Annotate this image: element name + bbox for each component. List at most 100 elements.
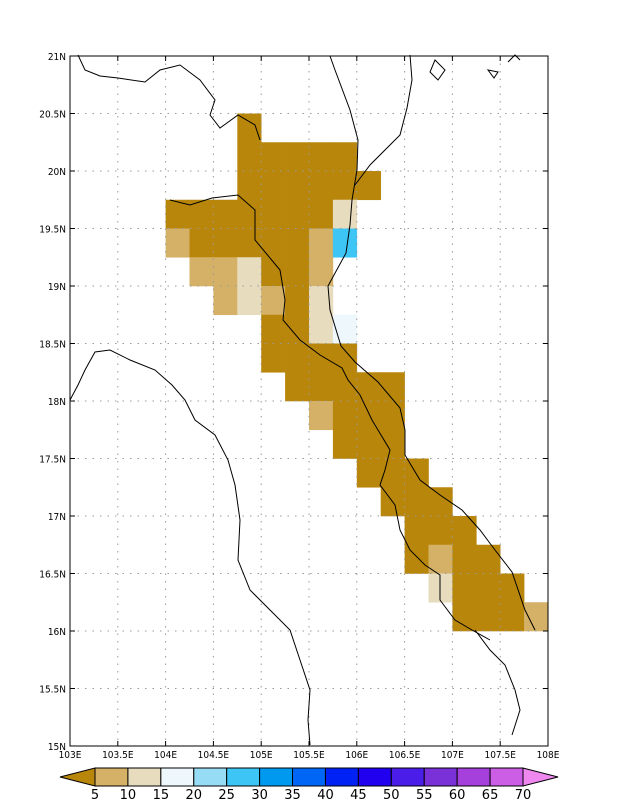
colorbar-box-10 xyxy=(390,767,425,787)
axis-ticks: 103E 103.5E 104E 104.5E 105E 105.5E 106E 106.5E… xyxy=(39,52,560,761)
cell-27 xyxy=(332,228,358,258)
y-tick-label: 18N xyxy=(48,397,66,408)
colorbar-label: 25 xyxy=(218,788,235,800)
cell-2 xyxy=(261,142,286,172)
cell-32 xyxy=(285,257,310,287)
cell-53 xyxy=(332,401,358,431)
coastlines-borders xyxy=(69,54,536,746)
cell-14 xyxy=(213,199,238,229)
cell-25 xyxy=(285,228,310,258)
cell-7 xyxy=(261,171,286,201)
cell-42 xyxy=(332,314,358,344)
cell-36 xyxy=(261,286,286,316)
island-2 xyxy=(486,69,499,79)
border-laos-thailand xyxy=(69,349,311,746)
colorbar-label: 40 xyxy=(317,788,334,800)
cell-43 xyxy=(261,343,286,373)
cell-70 xyxy=(452,544,477,574)
y-tick-label: 20.5N xyxy=(39,110,66,121)
cell-52 xyxy=(309,401,334,431)
cell-1 xyxy=(237,142,262,172)
cell-61 xyxy=(404,458,429,488)
cell-11 xyxy=(356,171,381,201)
cell-54 xyxy=(356,401,381,431)
x-tick-label: 107E xyxy=(441,750,464,761)
colorbar-box-4 xyxy=(193,767,228,787)
colorbar-max-triangle xyxy=(522,767,559,787)
cell-41 xyxy=(309,314,334,344)
colorbar-label: 20 xyxy=(185,788,202,800)
cell-78 xyxy=(500,602,525,632)
cell-66 xyxy=(428,516,453,546)
grid-lines xyxy=(70,56,548,746)
cell-21 xyxy=(189,228,214,258)
x-tick-label: 105.5E xyxy=(293,750,325,761)
cell-9 xyxy=(309,171,334,201)
colorbar-label: 10 xyxy=(120,788,137,800)
cell-59 xyxy=(356,458,381,488)
colorbar-box-3 xyxy=(160,767,195,787)
border-laos-vietnam xyxy=(169,194,491,641)
border-north xyxy=(77,54,261,141)
colorbar-label: 30 xyxy=(251,788,268,800)
y-tick-label: 19N xyxy=(48,282,66,293)
cell-65 xyxy=(404,516,429,546)
colorbar-box-6 xyxy=(259,767,294,787)
colorbar-label: 70 xyxy=(515,788,532,800)
cell-58 xyxy=(380,429,405,459)
cell-17 xyxy=(285,199,310,229)
x-tick-label: 106.5E xyxy=(389,750,421,761)
cell-18 xyxy=(309,199,334,229)
colorbar-label: 60 xyxy=(449,788,466,800)
y-tick-label: 15.5N xyxy=(39,685,66,696)
cell-19 xyxy=(332,199,358,229)
cell-4 xyxy=(309,142,334,172)
colorbar-box-2 xyxy=(127,767,162,787)
x-tick-label: 103.5E xyxy=(102,750,134,761)
x-tick-label: 103E xyxy=(59,750,82,761)
colorbar-label: 55 xyxy=(416,788,433,800)
cell-40 xyxy=(285,314,310,344)
cell-6 xyxy=(237,171,262,201)
colorbar-min-triangle xyxy=(59,767,96,787)
cell-20 xyxy=(165,228,190,258)
cell-34 xyxy=(213,286,238,316)
y-tick-label: 17.5N xyxy=(39,455,66,466)
colorbar-box-9 xyxy=(357,767,392,787)
cell-15 xyxy=(237,199,262,229)
cell-47 xyxy=(285,372,310,402)
colorbar-box-5 xyxy=(226,767,261,787)
cell-24 xyxy=(261,228,286,258)
border-ne-small xyxy=(507,54,521,63)
x-tick-label: 108E xyxy=(537,750,560,761)
colorbar-label: 15 xyxy=(153,788,170,800)
cell-37 xyxy=(285,286,310,316)
cell-5 xyxy=(332,142,358,172)
cell-10 xyxy=(332,171,358,201)
y-tick-label: 20N xyxy=(48,167,66,178)
island-1 xyxy=(429,59,446,81)
colorbar-label: 65 xyxy=(482,788,499,800)
data-cells xyxy=(165,113,549,632)
cell-79 xyxy=(524,602,549,632)
cell-29 xyxy=(213,257,238,287)
y-tick-label: 21N xyxy=(48,52,66,63)
cell-13 xyxy=(189,199,214,229)
cell-46 xyxy=(332,343,358,373)
cell-71 xyxy=(476,544,501,574)
x-tick-label: 104E xyxy=(154,750,177,761)
cell-22 xyxy=(213,228,238,258)
cell-28 xyxy=(189,257,214,287)
cell-16 xyxy=(261,199,286,229)
cell-63 xyxy=(404,487,429,517)
cell-77 xyxy=(476,602,501,632)
cell-26 xyxy=(309,228,334,258)
colorbar-box-8 xyxy=(324,767,359,787)
cell-51 xyxy=(380,372,405,402)
x-tick-label: 105E xyxy=(250,750,273,761)
colorbar-box-13 xyxy=(489,767,524,787)
cell-35 xyxy=(237,286,262,316)
cell-48 xyxy=(309,372,334,402)
border-laos-cambodia xyxy=(474,629,521,736)
